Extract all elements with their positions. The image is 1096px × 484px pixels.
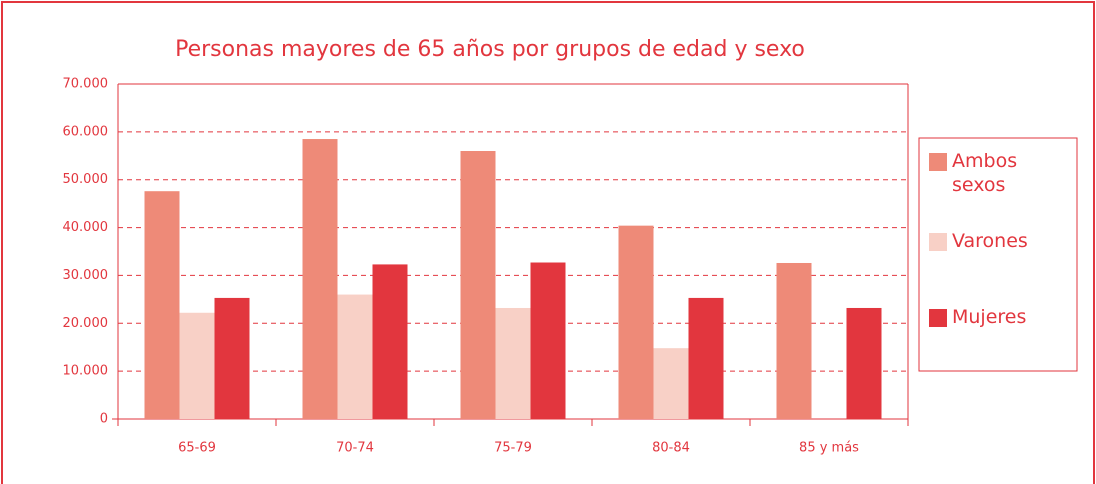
y-tick-label: 30.000	[63, 268, 109, 283]
y-tick-label: 0	[100, 412, 108, 427]
bar	[302, 139, 338, 420]
x-tick-label: 85 y más	[799, 441, 859, 456]
bar	[179, 312, 215, 419]
x-tick-label: 65-69	[178, 441, 216, 456]
bar	[688, 297, 724, 419]
legend-swatch	[929, 233, 947, 251]
y-tick-label: 10.000	[63, 364, 109, 379]
legend-label: Mujeres	[952, 306, 1027, 328]
bar	[144, 191, 180, 419]
bar	[530, 262, 566, 419]
legend-label: Varones	[952, 230, 1028, 252]
legend-label-box: Mujeres	[952, 306, 1027, 328]
bar	[653, 348, 689, 419]
y-tick-label: 60.000	[63, 124, 109, 139]
bar	[846, 307, 882, 419]
bar	[618, 225, 654, 419]
y-tick-label: 70.000	[63, 77, 109, 92]
y-tick-label: 40.000	[63, 220, 109, 235]
legend-label-box: Varones	[952, 230, 1028, 252]
legend-label-box: Ambos sexos	[952, 150, 1018, 196]
bar	[337, 294, 373, 419]
bar	[776, 262, 812, 419]
y-tick-label: 20.000	[63, 316, 109, 331]
chart-title: Personas mayores de 65 años por grupos d…	[175, 37, 805, 62]
bar	[495, 307, 531, 419]
y-tick-label: 50.000	[63, 172, 109, 187]
x-tick-label: 70-74	[336, 441, 374, 456]
legend-swatch	[929, 153, 947, 171]
bar	[460, 151, 496, 419]
bar	[214, 297, 250, 419]
legend-box	[918, 137, 1078, 372]
x-tick-label: 80-84	[652, 441, 690, 456]
bar	[372, 264, 408, 419]
legend-swatch	[929, 309, 947, 327]
legend-label: Ambos sexos	[952, 150, 1018, 196]
x-tick-label: 75-79	[494, 441, 532, 456]
